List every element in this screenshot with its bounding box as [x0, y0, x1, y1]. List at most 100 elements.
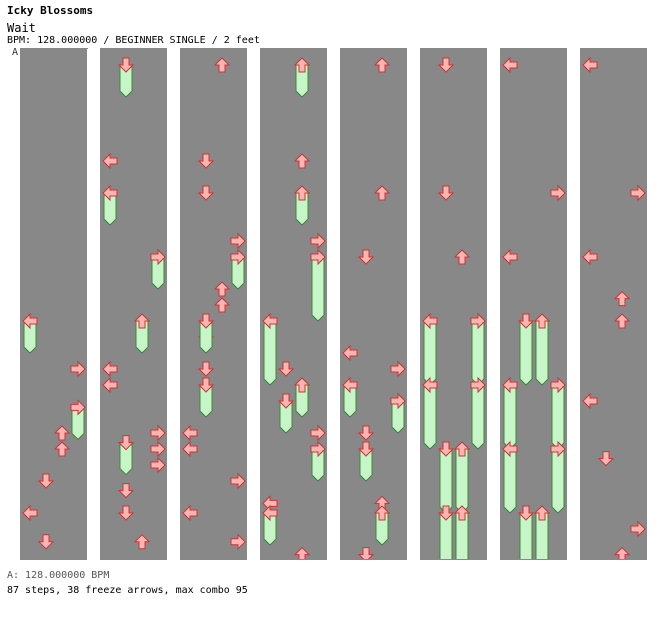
right-arrow-icon	[230, 248, 246, 266]
down-arrow-icon	[197, 377, 215, 393]
notes-layer	[502, 56, 566, 559]
left-arrow-icon	[182, 504, 198, 522]
down-arrow-icon	[437, 505, 455, 521]
measure-line	[501, 304, 566, 305]
tap-arrow-right	[230, 232, 246, 250]
right-arrow-icon	[630, 520, 646, 538]
notes-layer	[22, 312, 86, 550]
tap-arrow-right	[630, 520, 646, 538]
up-arrow-icon	[53, 425, 71, 441]
up-arrow-icon	[453, 249, 471, 265]
up-arrow-icon	[53, 441, 71, 457]
right-arrow-icon	[150, 456, 166, 474]
tap-arrow-right	[310, 424, 326, 442]
down-arrow-icon	[517, 505, 535, 521]
right-arrow-icon	[550, 376, 566, 394]
freeze-arrow-left	[422, 312, 438, 386]
tap-arrow-down	[197, 185, 215, 201]
down-arrow-icon	[197, 153, 215, 169]
right-arrow-icon	[550, 184, 566, 202]
chart-stats: 87 steps, 38 freeze arrows, max combo 95	[7, 585, 248, 596]
measure-line	[421, 432, 486, 433]
measure-line	[341, 304, 406, 305]
freeze-arrow-body	[471, 384, 485, 450]
measure-column	[180, 48, 247, 560]
right-arrow-icon	[70, 399, 86, 416]
down-arrow-icon	[357, 249, 375, 265]
measure-line	[101, 176, 166, 177]
up-arrow-icon	[293, 57, 311, 73]
freeze-arrow-right	[550, 440, 566, 514]
tap-arrow-down	[437, 185, 455, 201]
left-arrow-icon	[102, 360, 118, 378]
tap-arrow-right	[150, 440, 166, 458]
measure-column	[100, 48, 167, 560]
tap-arrow-right	[550, 184, 566, 202]
right-arrow-icon	[150, 248, 166, 266]
tap-arrow-left	[582, 56, 598, 74]
tap-arrow-right	[310, 232, 326, 250]
measure-line	[101, 304, 166, 305]
up-arrow-icon	[213, 57, 231, 73]
right-arrow-icon	[70, 360, 86, 378]
up-arrow-icon	[613, 290, 631, 307]
down-arrow-icon	[37, 534, 55, 550]
left-arrow-icon	[102, 152, 118, 170]
notes-layer	[182, 57, 246, 551]
measure-line	[581, 176, 646, 177]
up-arrow-icon	[373, 185, 391, 201]
up-arrow-icon	[213, 297, 231, 313]
tap-arrow-right	[150, 424, 166, 442]
measure-line	[421, 304, 486, 305]
left-arrow-icon	[262, 312, 278, 330]
freeze-arrow-right	[150, 248, 166, 290]
freeze-arrow-body	[503, 448, 517, 514]
left-arrow-icon	[22, 312, 38, 330]
tap-arrow-down	[357, 249, 375, 265]
measure-column	[260, 48, 327, 560]
right-arrow-icon	[230, 533, 246, 551]
left-arrow-icon	[582, 56, 598, 74]
freeze-arrow-left	[502, 440, 518, 514]
tap-arrow-left	[502, 248, 518, 266]
tap-arrow-up	[53, 425, 71, 441]
up-arrow-icon	[453, 441, 471, 457]
freeze-arrow-up	[293, 57, 311, 98]
down-arrow-icon	[117, 57, 135, 73]
tap-arrow-up	[213, 297, 231, 313]
tap-arrow-up	[293, 546, 311, 559]
up-arrow-icon	[613, 546, 631, 559]
down-arrow-icon	[517, 313, 535, 329]
measure-line	[341, 176, 406, 177]
right-arrow-icon	[230, 472, 246, 490]
tap-arrow-up	[213, 57, 231, 73]
down-arrow-icon	[197, 361, 215, 377]
notes-layer	[422, 57, 486, 559]
down-arrow-icon	[117, 483, 135, 499]
tap-arrow-right	[230, 533, 246, 551]
freeze-arrow-up	[533, 313, 551, 386]
tap-arrow-down	[437, 57, 455, 73]
down-arrow-icon	[357, 441, 375, 457]
freeze-arrow-left	[262, 312, 278, 386]
left-arrow-icon	[422, 312, 438, 330]
tap-arrow-left	[102, 376, 118, 394]
measure-line	[501, 432, 566, 433]
tap-arrow-down	[277, 361, 295, 377]
tap-arrow-left	[102, 360, 118, 378]
right-arrow-icon	[310, 248, 326, 266]
measure-line	[261, 176, 326, 177]
song-title: Icky Blossoms	[7, 4, 94, 17]
freeze-arrow-right	[70, 399, 86, 441]
left-arrow-icon	[502, 248, 518, 266]
tap-arrow-up	[453, 249, 471, 265]
left-arrow-icon	[102, 184, 118, 202]
freeze-arrow-up	[453, 505, 471, 559]
right-arrow-icon	[470, 376, 486, 394]
left-arrow-icon	[102, 376, 118, 394]
freeze-arrow-right	[310, 440, 326, 482]
tap-arrow-down	[117, 505, 135, 521]
measure-line	[21, 176, 86, 177]
left-arrow-icon	[262, 504, 278, 522]
tap-arrow-left	[182, 424, 198, 442]
